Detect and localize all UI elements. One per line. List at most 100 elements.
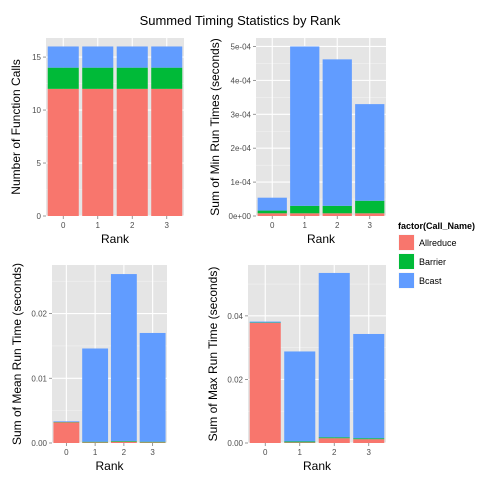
chart-panel-4: 0.00 0.02 0.04 0 1 2 3 Rank Sum of Max Run Time … [206,265,386,473]
bar-bcast-rank-0 [47,46,79,68]
bar-barrier-rank-0 [257,210,287,214]
bar-allreduce-rank-2 [116,88,148,216]
bar-bcast-rank-2 [318,272,350,438]
legend-label-barrier: Barrier [419,257,446,267]
chart-panel-2: 0e+00 1e-04 2e-04 3e-04 4e-04 5e-04 0 1 2 3 Rank Su… [208,38,386,246]
bar-bcast-rank-1 [284,351,316,442]
bar-allreduce-rank-1 [290,213,320,216]
y-axis-title: Sum of Min Run Times (seconds) [208,38,222,215]
bar-allreduce-rank-0 [47,88,79,216]
bar-allreduce-rank-1 [82,442,109,443]
legend-key-bcast [399,273,414,288]
x-tick-label: 3 [367,448,372,457]
bar-barrier-rank-2 [110,441,137,442]
bar-allreduce-rank-2 [110,441,137,443]
legend-key-barrier [399,254,414,269]
x-tick-label: 2 [130,221,135,230]
bar-allreduce-rank-0 [53,422,80,443]
bar-barrier-rank-1 [82,67,114,89]
bar-allreduce-rank-3 [151,88,183,216]
x-tick-label: 3 [150,448,155,457]
bar-allreduce-rank-1 [284,442,316,443]
x-tick-label: 1 [298,448,303,457]
x-axis-title: Rank [95,459,124,473]
bar-bcast-rank-0 [53,421,80,422]
x-tick-label: 2 [122,448,127,457]
bar-barrier-rank-2 [116,67,148,89]
y-tick-label: 10 [32,106,41,115]
bar-barrier-rank-3 [353,438,385,440]
x-tick-label: 2 [332,448,337,457]
legend-label-bcast: Bcast [419,276,442,286]
y-tick-label: 4e-04 [231,76,252,85]
x-tick-label: 3 [368,221,373,230]
y-tick-label: 0.02 [227,375,243,384]
bar-barrier-rank-1 [284,441,316,443]
bar-barrier-rank-2 [318,437,350,439]
y-tick-label: 0.04 [227,312,243,321]
y-axis-title: Sum of Mean Run Time (seconds) [10,263,24,445]
y-tick-label: 0.00 [227,439,243,448]
bar-allreduce-rank-0 [249,322,281,443]
x-tick-label: 0 [64,448,69,457]
legend-key-allreduce [399,235,414,250]
bar-barrier-rank-1 [290,205,320,214]
bar-barrier-rank-1 [82,441,109,443]
bar-bcast-rank-0 [257,197,287,211]
x-tick-label: 0 [263,448,268,457]
x-axis-title: Rank [303,459,332,473]
bar-allreduce-rank-3 [353,439,385,443]
bar-barrier-rank-3 [139,441,166,443]
y-tick-label: 15 [32,53,41,62]
x-tick-label: 1 [93,448,98,457]
y-axis-title: Sum of Max Run Time (seconds) [206,267,220,442]
y-tick-label: 3e-04 [231,110,252,119]
bar-bcast-rank-3 [151,46,183,68]
y-tick-label: 0.00 [31,439,47,448]
bar-bcast-rank-2 [110,274,137,442]
bar-bcast-rank-1 [82,348,109,442]
bar-allreduce-rank-2 [318,438,350,443]
bar-bcast-rank-1 [82,46,114,68]
x-axis-title: Rank [101,232,130,246]
x-tick-label: 2 [335,221,340,230]
bar-bcast-rank-1 [290,46,320,206]
y-tick-label: 0e+00 [229,212,252,221]
bar-allreduce-rank-3 [139,442,166,443]
chart-title: Summed Timing Statistics by Rank [140,13,341,28]
y-tick-label: 0.01 [31,374,47,383]
bar-bcast-rank-3 [355,104,385,201]
x-tick-label: 1 [303,221,308,230]
legend: factor(Call_Name) Allreduce Barrier Bcast [397,221,475,290]
bar-bcast-rank-2 [322,59,352,206]
chart-panel-1: 0 5 10 15 0 1 2 3 Rank Number of Function Calls [9,38,184,246]
y-tick-label: 5 [37,159,42,168]
y-tick-label: 0 [37,212,42,221]
bar-allreduce-rank-3 [355,213,385,216]
legend-label-allreduce: Allreduce [419,238,457,248]
x-tick-label: 0 [270,221,275,230]
bar-allreduce-rank-1 [82,88,114,216]
bar-barrier-rank-0 [47,67,79,89]
x-tick-label: 1 [96,221,101,230]
bar-allreduce-rank-2 [322,213,352,216]
x-tick-label: 3 [165,221,170,230]
bar-bcast-rank-3 [139,332,166,442]
chart-panel-3: 0.00 0.01 0.02 0 1 2 3 Rank Sum of Mean Run Time… [10,263,167,473]
bar-bcast-rank-3 [353,333,385,439]
x-tick-label: 0 [61,221,66,230]
y-tick-label: 1e-04 [231,178,252,187]
legend-items: Allreduce Barrier Bcast [397,233,457,290]
bar-barrier-rank-3 [355,200,385,214]
bar-bcast-rank-0 [249,321,281,323]
bar-allreduce-rank-0 [257,213,287,216]
bar-barrier-rank-2 [322,205,352,214]
bar-barrier-rank-3 [151,67,183,89]
y-tick-label: 0.02 [31,310,47,319]
bar-bcast-rank-2 [116,46,148,68]
y-axis-title: Number of Function Calls [9,59,23,194]
x-axis-title: Rank [307,232,336,246]
legend-title: factor(Call_Name) [398,221,475,231]
